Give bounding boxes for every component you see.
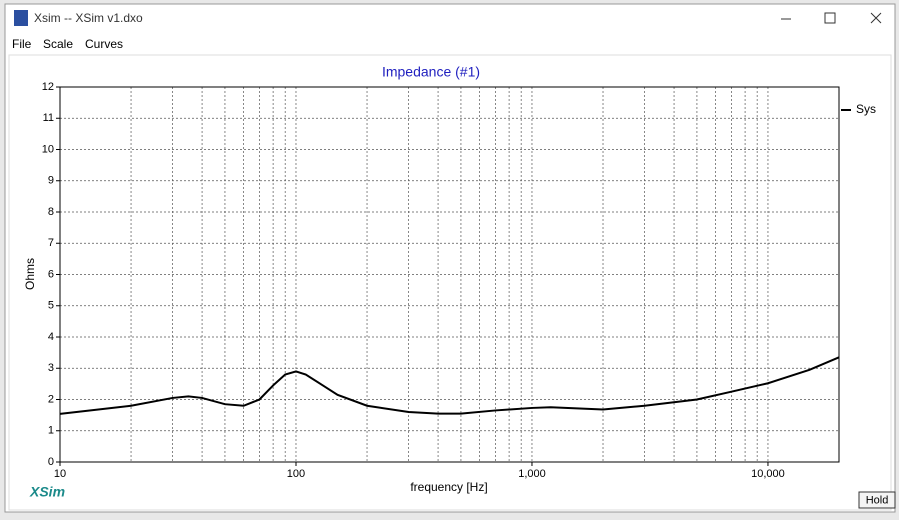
brand: XSim [29,484,65,500]
y-tick-label: 11 [43,112,54,124]
y-tick-label: 1 [48,425,54,437]
y-tick-label: 0 [48,456,54,468]
y-tick-label: 12 [42,81,54,93]
x-tick-label: 100 [287,468,305,480]
chart-title: Impedance (#1) [382,64,480,80]
menu-item[interactable]: Scale [43,37,73,51]
x-tick-label: 10,000 [751,468,785,480]
y-tick-label: 6 [48,268,54,280]
y-tick-label: 7 [48,237,54,249]
y-axis-label: Ohms [23,258,37,290]
y-tick-label: 2 [48,393,54,405]
menu-item[interactable]: Curves [85,37,123,51]
y-tick-label: 5 [48,300,54,312]
y-tick-label: 4 [48,331,54,343]
app-icon [14,10,28,26]
y-tick-label: 9 [48,175,54,187]
maximize[interactable] [824,12,836,24]
chart-panel [8,54,892,511]
x-tick-label: 10 [54,468,66,480]
window-title: Xsim -- XSim v1.dxo [34,11,143,25]
close[interactable] [870,12,882,24]
x-tick-label: 1,000 [518,468,546,480]
hold-button[interactable] [858,491,896,509]
x-axis-label: frequency [Hz] [410,480,487,494]
y-tick-label: 8 [48,206,54,218]
legend-label: Sys [856,102,876,116]
hold-label[interactable]: Hold [866,494,889,506]
y-tick-label: 10 [42,143,54,155]
series-line [59,356,840,415]
plot-frame [59,86,840,463]
y-tick-label: 3 [48,362,54,374]
menu-item[interactable]: File [12,37,32,51]
